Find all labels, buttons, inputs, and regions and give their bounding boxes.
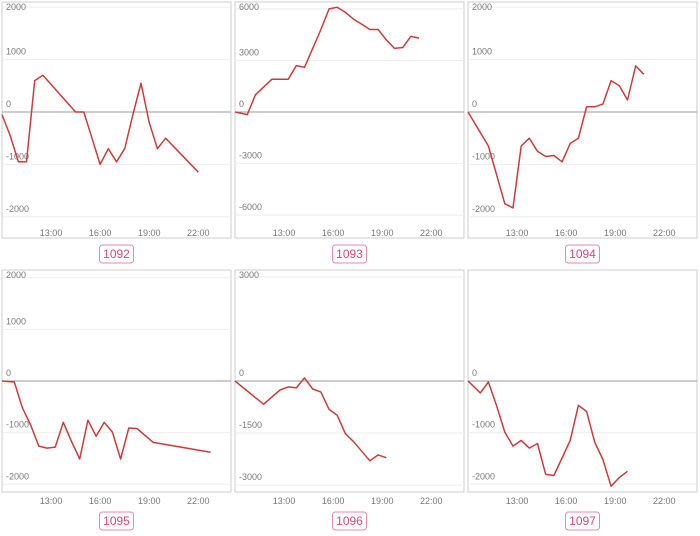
x-tick-label: 13:00 [40,228,63,238]
y-tick-label: 3000 [239,47,259,57]
y-tick-label: 0 [472,99,477,109]
label-box [332,511,367,531]
series-line [234,6,420,116]
x-tick-label: 16:00 [89,228,112,238]
chart-label: 1093 [336,247,363,261]
y-tick-label: -1000 [472,420,495,430]
y-tick-label: 6000 [239,2,259,12]
y-tick-label: 2000 [6,2,26,12]
y-tick-label: 1000 [6,47,26,57]
y-tick-label: -3000 [239,472,262,482]
y-tick-label: -1000 [6,151,29,161]
chart-label: 1094 [569,247,596,261]
y-tick-label: -3000 [239,151,262,161]
y-tick-label: -2000 [6,204,29,214]
x-tick-label: 22:00 [653,496,676,506]
y-tick-label: 0 [6,99,11,109]
y-tick-label: -1000 [472,151,495,161]
x-tick-label: 19:00 [604,496,627,506]
x-tick-label: 22:00 [420,228,443,238]
panel-frame [467,1,698,239]
x-tick-label: 19:00 [138,496,161,506]
y-tick-label: 0 [239,368,244,378]
x-tick-label: 13:00 [506,496,529,506]
label-box [99,244,134,264]
y-tick-label: -1000 [6,420,29,430]
label-box [99,511,134,531]
x-tick-label: 22:00 [187,228,210,238]
series-line [1,74,199,173]
series-line [467,65,645,209]
y-tick-label: 2000 [472,2,492,12]
y-tick-label: -2000 [472,471,495,481]
panel-frame [234,1,465,239]
x-tick-label: 19:00 [371,496,394,506]
y-tick-label: 3000 [239,270,259,280]
x-tick-label: 22:00 [187,496,210,506]
panel-frame [1,1,232,239]
x-tick-label: 13:00 [273,496,296,506]
x-tick-label: 13:00 [273,228,296,238]
x-tick-label: 16:00 [89,496,112,506]
y-tick-label: 2000 [6,270,26,280]
chart-label: 1096 [336,514,363,528]
series-line [467,380,628,488]
x-tick-label: 19:00 [371,228,394,238]
x-tick-label: 16:00 [322,228,345,238]
y-tick-label: -2000 [472,204,495,214]
y-tick-label: 0 [6,368,11,378]
x-tick-label: 22:00 [653,228,676,238]
x-tick-label: 13:00 [40,496,63,506]
series-line [1,380,211,460]
chart-label: 1095 [103,514,130,528]
label-box [332,244,367,264]
x-tick-label: 19:00 [604,228,627,238]
x-tick-label: 13:00 [506,228,529,238]
y-tick-label: -2000 [6,471,29,481]
y-tick-label: -1500 [239,420,262,430]
y-tick-label: 1000 [472,47,492,57]
chart-label: 1097 [569,514,596,528]
x-tick-label: 16:00 [555,228,578,238]
y-tick-label: 1000 [6,316,26,326]
chart-label: 1092 [103,247,130,261]
label-box [565,244,600,264]
x-tick-label: 19:00 [138,228,161,238]
y-tick-label: 0 [472,368,477,378]
x-tick-label: 16:00 [555,496,578,506]
y-tick-label: 0 [239,99,244,109]
y-tick-label: -6000 [239,202,262,212]
label-box [565,511,600,531]
x-tick-label: 22:00 [420,496,443,506]
x-tick-label: 16:00 [322,496,345,506]
series-line [234,377,387,462]
